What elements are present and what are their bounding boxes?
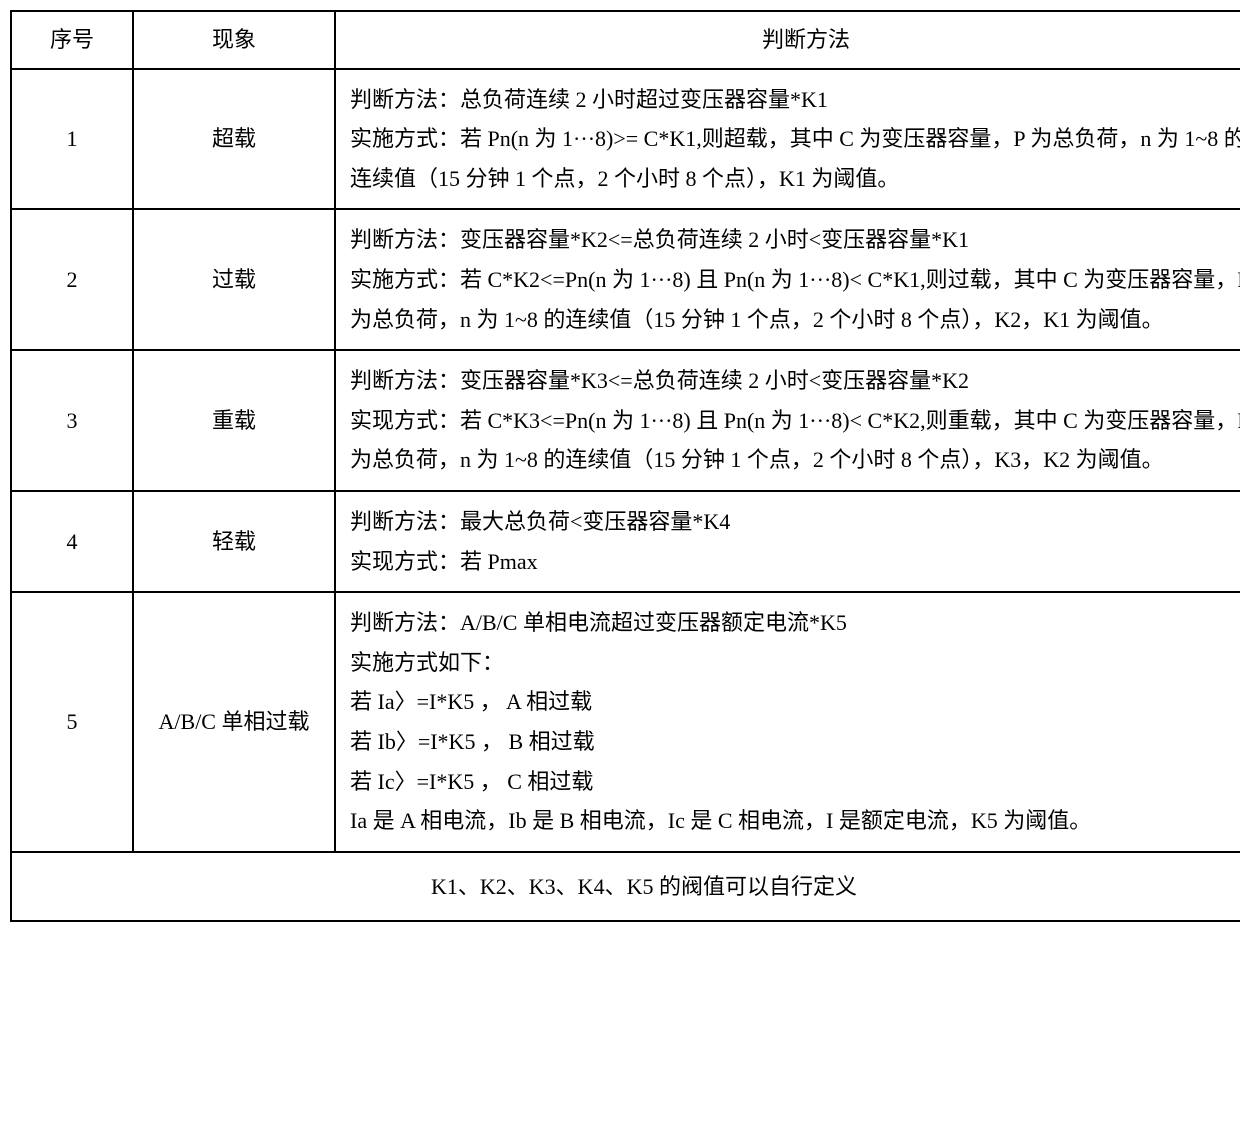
cell-name: 超载 — [133, 69, 335, 210]
header-name: 现象 — [133, 11, 335, 69]
cell-method: 判断方法：变压器容量*K3<=总负荷连续 2 小时<变压器容量*K2实现方式：若… — [335, 350, 1240, 491]
table-row: 5 A/B/C 单相过载 判断方法：A/B/C 单相电流超过变压器额定电流*K5… — [11, 592, 1240, 852]
cell-name: 过载 — [133, 209, 335, 350]
cell-name: 重载 — [133, 350, 335, 491]
cell-num: 4 — [11, 491, 133, 592]
cell-method: 判断方法：总负荷连续 2 小时超过变压器容量*K1实施方式：若 Pn(n 为 1… — [335, 69, 1240, 210]
cell-num: 1 — [11, 69, 133, 210]
cell-num: 3 — [11, 350, 133, 491]
table-footer-row: K1、K2、K3、K4、K5 的阀值可以自行定义 — [11, 852, 1240, 922]
header-num: 序号 — [11, 11, 133, 69]
cell-method: 判断方法：最大总负荷<变压器容量*K4实现方式：若 Pmax — [335, 491, 1240, 592]
table-header-row: 序号 现象 判断方法 — [11, 11, 1240, 69]
table-row: 1 超载 判断方法：总负荷连续 2 小时超过变压器容量*K1实施方式：若 Pn(… — [11, 69, 1240, 210]
cell-num: 5 — [11, 592, 133, 852]
header-method: 判断方法 — [335, 11, 1240, 69]
criteria-table: 序号 现象 判断方法 1 超载 判断方法：总负荷连续 2 小时超过变压器容量*K… — [10, 10, 1240, 922]
cell-name: A/B/C 单相过载 — [133, 592, 335, 852]
cell-method: 判断方法：变压器容量*K2<=总负荷连续 2 小时<变压器容量*K1实施方式：若… — [335, 209, 1240, 350]
footer-note: K1、K2、K3、K4、K5 的阀值可以自行定义 — [11, 852, 1240, 922]
cell-method: 判断方法：A/B/C 单相电流超过变压器额定电流*K5实施方式如下：若 Ia〉=… — [335, 592, 1240, 852]
table-row: 3 重载 判断方法：变压器容量*K3<=总负荷连续 2 小时<变压器容量*K2实… — [11, 350, 1240, 491]
cell-num: 2 — [11, 209, 133, 350]
cell-name: 轻载 — [133, 491, 335, 592]
table-row: 4 轻载 判断方法：最大总负荷<变压器容量*K4实现方式：若 Pmax — [11, 491, 1240, 592]
table-row: 2 过载 判断方法：变压器容量*K2<=总负荷连续 2 小时<变压器容量*K1实… — [11, 209, 1240, 350]
